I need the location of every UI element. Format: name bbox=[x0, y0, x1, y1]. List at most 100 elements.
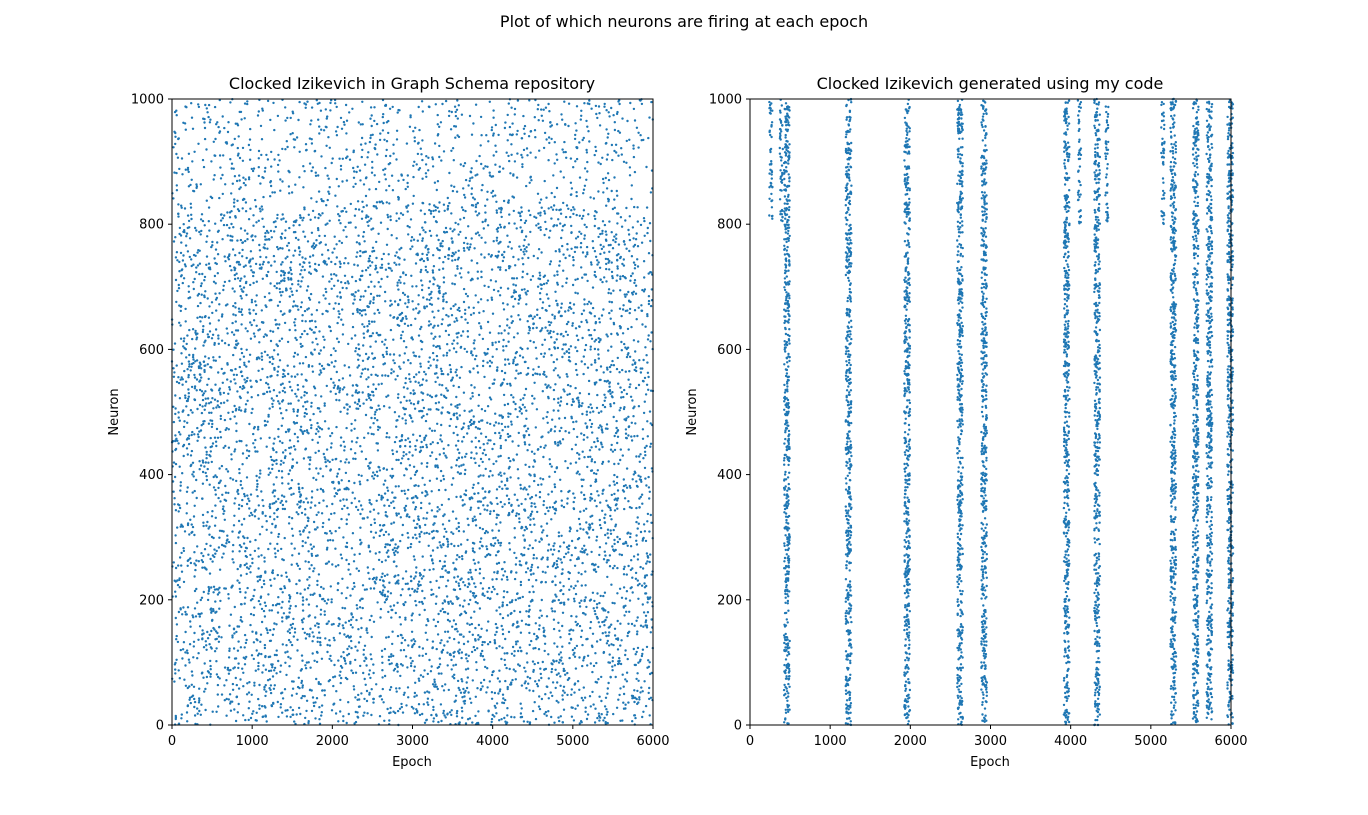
chart-left-point bbox=[205, 648, 208, 651]
chart-left-point bbox=[574, 707, 577, 710]
chart-left-point bbox=[468, 697, 472, 700]
chart-left-point bbox=[244, 184, 247, 187]
chart-left-point bbox=[289, 604, 292, 608]
chart-left-point bbox=[542, 455, 545, 459]
chart-left-point bbox=[537, 365, 540, 369]
chart-left-point bbox=[361, 274, 364, 277]
chart-left-point bbox=[466, 330, 469, 333]
chart-left-point bbox=[517, 444, 520, 447]
chart-left-point bbox=[479, 115, 483, 119]
chart-left-point bbox=[422, 517, 425, 520]
chart-left-point bbox=[339, 681, 342, 685]
chart-left-point bbox=[522, 114, 525, 118]
chart-left-point bbox=[412, 577, 416, 580]
chart-left-point bbox=[541, 390, 544, 393]
chart-left-point bbox=[443, 513, 446, 516]
chart-left-point bbox=[245, 456, 248, 460]
chart-left-point bbox=[302, 186, 305, 189]
chart-left-point bbox=[414, 444, 417, 448]
chart-left-point bbox=[634, 577, 638, 580]
chart-left-point bbox=[523, 666, 526, 669]
chart-left-point bbox=[254, 438, 257, 442]
chart-left-point bbox=[269, 578, 272, 582]
chart-left-point bbox=[609, 676, 612, 679]
chart-left-point bbox=[239, 227, 243, 230]
chart-left-point bbox=[644, 539, 648, 543]
chart-left-point bbox=[301, 609, 305, 612]
chart-left-point bbox=[469, 506, 473, 509]
chart-left-point bbox=[503, 403, 506, 407]
chart-left-point bbox=[397, 179, 400, 182]
chart-left-point bbox=[556, 645, 559, 648]
chart-left-point bbox=[281, 620, 284, 623]
chart-left-point bbox=[576, 680, 580, 683]
chart-left-point bbox=[202, 360, 206, 364]
chart-left-point bbox=[329, 353, 333, 357]
chart-left-point bbox=[260, 607, 264, 611]
chart-left-point bbox=[632, 415, 635, 418]
chart-left-point bbox=[448, 711, 452, 714]
chart-left-point bbox=[390, 662, 393, 665]
chart-left-point bbox=[535, 408, 539, 411]
chart-left-point bbox=[306, 400, 309, 403]
chart-left-point bbox=[609, 514, 612, 518]
chart-left-point bbox=[319, 683, 322, 686]
chart-left-point bbox=[455, 412, 458, 415]
chart-left-point bbox=[493, 542, 497, 545]
chart-left-point bbox=[407, 696, 410, 699]
chart-left-point bbox=[419, 583, 422, 587]
chart-left-point bbox=[591, 645, 594, 649]
chart-left-point bbox=[601, 156, 604, 159]
chart-left-point bbox=[550, 715, 553, 719]
chart-left-point bbox=[406, 210, 409, 213]
chart-left-point bbox=[383, 647, 387, 651]
chart-left-point bbox=[201, 316, 204, 319]
chart-left-point bbox=[277, 153, 280, 157]
chart-left-point bbox=[303, 329, 306, 333]
chart-left-point bbox=[263, 170, 267, 173]
chart-left-point bbox=[576, 529, 579, 532]
chart-left-point bbox=[501, 701, 504, 704]
chart-left-point bbox=[633, 470, 636, 473]
chart-left-point bbox=[244, 596, 247, 599]
chart-left-point bbox=[405, 453, 408, 456]
chart-left-point bbox=[304, 513, 307, 516]
chart-left-point bbox=[442, 712, 445, 715]
chart-left-point bbox=[276, 217, 279, 220]
chart-left-point bbox=[587, 300, 591, 303]
chart-left-point bbox=[400, 173, 403, 176]
chart-left-point bbox=[406, 295, 410, 298]
chart-left-point bbox=[604, 554, 607, 557]
chart-left-point bbox=[455, 108, 459, 112]
chart-left-point bbox=[252, 594, 255, 598]
chart-left-point bbox=[324, 287, 327, 291]
chart-left-point bbox=[225, 223, 229, 227]
chart-left-point bbox=[235, 630, 238, 634]
chart-left-point bbox=[457, 249, 460, 252]
chart-left-point bbox=[619, 719, 622, 722]
chart-left-point bbox=[222, 505, 225, 508]
chart-left-point bbox=[372, 508, 376, 511]
chart-left-point bbox=[553, 721, 556, 724]
chart-left-point bbox=[289, 641, 292, 644]
chart-left-point bbox=[215, 475, 218, 479]
chart-left-point bbox=[649, 340, 652, 343]
chart-left-point bbox=[584, 570, 587, 573]
chart-left-point bbox=[351, 491, 354, 494]
chart-left-point bbox=[250, 654, 254, 657]
chart-left-point bbox=[448, 349, 451, 352]
chart-left-point bbox=[184, 684, 188, 687]
chart-left-point bbox=[419, 209, 423, 212]
chart-left-point bbox=[552, 330, 555, 333]
chart-left-point bbox=[501, 646, 504, 649]
chart-left-point bbox=[216, 121, 219, 124]
chart-left-point bbox=[455, 558, 458, 561]
chart-left-point bbox=[628, 138, 631, 141]
chart-left-point bbox=[543, 210, 546, 213]
chart-left-point bbox=[291, 132, 294, 135]
chart-left-point bbox=[425, 624, 428, 627]
chart-left-point bbox=[491, 578, 494, 581]
chart-left-point bbox=[393, 506, 396, 510]
chart-left-point bbox=[234, 254, 237, 257]
chart-left-point bbox=[288, 310, 291, 313]
